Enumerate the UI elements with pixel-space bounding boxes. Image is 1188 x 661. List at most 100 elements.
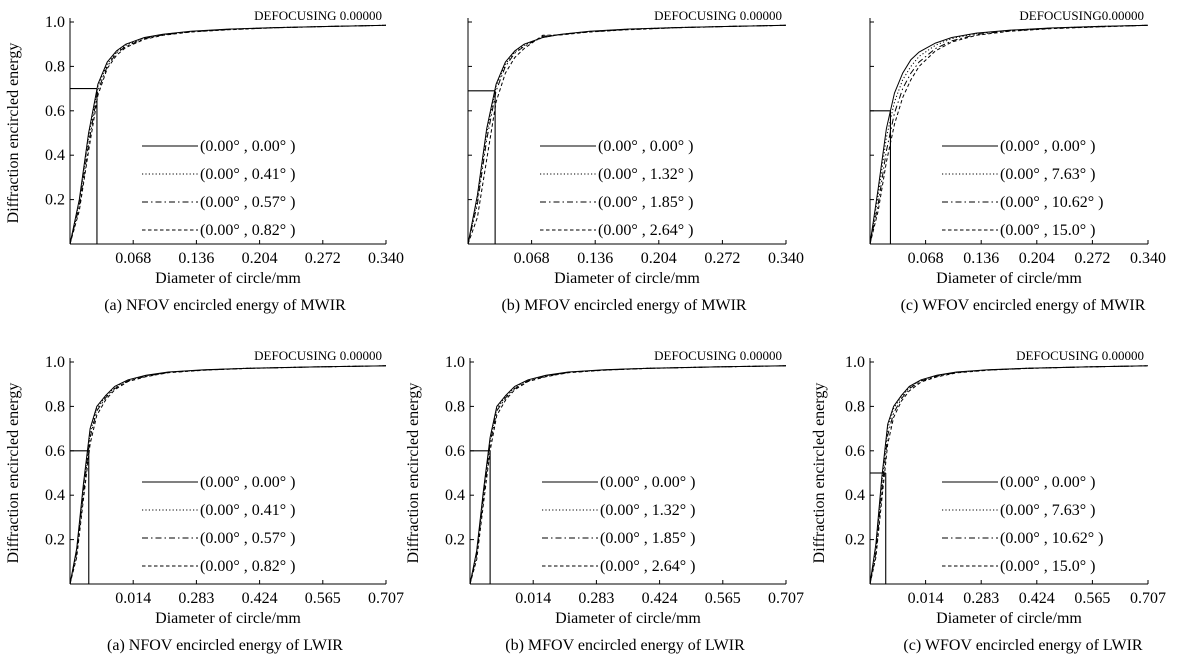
legend-label: (0.00° , 0.00° ) (598, 138, 693, 155)
x-tick-label: 0.204 (1019, 250, 1055, 267)
y-tick-label: 0.8 (45, 398, 65, 415)
legend-label: (0.00° , 15.0° ) (1000, 222, 1095, 239)
y-tick-label: 0.2 (845, 532, 865, 549)
legend-label: (0.00° , 0.41° ) (200, 502, 295, 519)
y-tick-label: 0.4 (45, 147, 65, 164)
y-tick-label: 0.2 (445, 532, 465, 549)
series-line-dotted (869, 24, 1149, 245)
y-tick-label: 0.4 (845, 487, 865, 504)
x-tick-label: 0.340 (1130, 250, 1166, 267)
y-tick-label: 0.8 (445, 398, 465, 415)
x-tick-label: 0.014 (115, 590, 151, 607)
y-tick-label: 0.4 (445, 487, 465, 504)
legend-label: (0.00° , 2.64° ) (600, 558, 695, 575)
chart-panel-lwir-mfov: 0.014 0.283 0.424 0.565 0.707 0.2 0.4 0.6 0.8 1.0… (405, 348, 804, 654)
legend-label: (0.00° , 0.00° ) (600, 474, 695, 491)
series-line-dotted (467, 24, 787, 245)
series-line-dotted (869, 365, 1149, 585)
series-line-dashdot (467, 24, 787, 245)
defocusing-label: DEFOCUSING 0.00000 (1016, 348, 1144, 363)
series-line-dashdot (869, 24, 1149, 245)
x-tick-label: 0.565 (705, 590, 741, 607)
legend-label: (0.00° , 0.00° ) (1000, 474, 1095, 491)
legend-label: (0.00° , 1.85° ) (598, 194, 693, 211)
legend-label: (0.00° , 2.64° ) (598, 222, 693, 239)
defocusing-label: DEFOCUSING 0.00000 (254, 8, 382, 23)
x-tick-label: 0.014 (515, 590, 551, 607)
legend-label: (0.00° , 10.62° ) (1000, 194, 1103, 211)
x-tick-label: 0.424 (642, 590, 678, 607)
legend-label: (0.00° , 0.00° ) (200, 474, 295, 491)
y-axis-title: Diffraction encircled energy (811, 383, 828, 564)
series-line-dashdot (69, 24, 387, 245)
y-tick-label: 0.6 (445, 443, 465, 460)
panel-caption: (a) NFOV encircled energy of LWIR (107, 637, 343, 654)
chart-panel-mwir-nfov: 0.068 0.136 0.204 0.272 0.340 0.2 0.4 0.6 0.8 1.0… (5, 8, 404, 314)
chart-panel-mwir-mfov: 0.068 0.136 0.204 0.272 0.340 DEFOCUSING 0.00… (467, 8, 804, 314)
series-line-dashed (469, 365, 787, 585)
chart-panel-lwir-nfov: 0.014 0.283 0.424 0.565 0.707 0.2 0.4 0.6 0.8 1.0… (5, 348, 404, 654)
x-tick-label: 0.068 (115, 250, 151, 267)
y-tick-label: 1.0 (45, 14, 65, 31)
chart-panel-mwir-wfov: 0.068 0.136 0.204 0.272 0.340 DEFOCUSING0.000… (869, 8, 1166, 314)
panel-caption: (a) NFOV encircled energy of MWIR (104, 297, 346, 314)
x-axis-title: Diameter of circle/mm (155, 610, 301, 627)
y-tick-label: 0.2 (45, 532, 65, 549)
legend-label: (0.00° , 0.41° ) (200, 166, 295, 183)
x-axis-title: Diameter of circle/mm (936, 610, 1082, 627)
defocusing-label: DEFOCUSING0.00000 (1019, 8, 1144, 23)
x-tick-label: 0.283 (578, 590, 614, 607)
y-tick-label: 0.4 (45, 487, 65, 504)
x-axis-title: Diameter of circle/mm (554, 270, 700, 287)
x-axis-title: Diameter of circle/mm (555, 610, 701, 627)
series-line-dashed (467, 24, 787, 245)
legend-label: (0.00° , 10.62° ) (1000, 530, 1103, 547)
y-axis-title: Diffraction encircled energy (5, 43, 22, 224)
y-tick-label: 0.8 (45, 58, 65, 75)
x-axis-title: Diameter of circle/mm (936, 270, 1082, 287)
series-line-dashed (869, 24, 1149, 245)
series-line-solid (869, 24, 1149, 245)
series-line-dotted (69, 365, 387, 585)
x-tick-label: 0.204 (242, 250, 278, 267)
legend-label: (0.00° , 0.82° ) (200, 558, 295, 575)
legend-label: (0.00° , 7.63° ) (1000, 502, 1095, 519)
legend-label: (0.00° , 0.00° ) (1000, 138, 1095, 155)
x-axis-title: Diameter of circle/mm (155, 270, 301, 287)
x-tick-label: 0.565 (305, 590, 341, 607)
x-tick-label: 0.068 (908, 250, 944, 267)
legend-label: (0.00° , 0.82° ) (200, 222, 295, 239)
y-axis-title: Diffraction encircled energy (5, 383, 22, 564)
x-tick-label: 0.707 (768, 590, 804, 607)
x-tick-label: 0.272 (1074, 250, 1110, 267)
panel-caption: (b) MFOV encircled energy of LWIR (505, 637, 745, 654)
x-tick-label: 0.707 (368, 590, 404, 607)
x-tick-label: 0.272 (305, 250, 341, 267)
y-tick-label: 0.6 (45, 443, 65, 460)
legend-label: (0.00° , 1.32° ) (598, 166, 693, 183)
panel-caption: (c) WFOV encircled energy of LWIR (903, 637, 1143, 654)
x-tick-label: 0.136 (963, 250, 999, 267)
x-tick-label: 0.340 (768, 250, 804, 267)
x-tick-label: 0.424 (242, 590, 278, 607)
y-tick-label: 1.0 (845, 354, 865, 371)
y-tick-label: 0.8 (845, 398, 865, 415)
series-line-dashed (869, 365, 1149, 585)
x-tick-label: 0.068 (514, 250, 550, 267)
legend-label: (0.00° , 0.57° ) (200, 194, 295, 211)
series-line-dashed (69, 24, 387, 245)
y-tick-label: 0.6 (45, 103, 65, 120)
legend-label: (0.00° , 0.57° ) (200, 530, 295, 547)
legend-label: (0.00° , 1.85° ) (600, 530, 695, 547)
y-tick-label: 1.0 (445, 354, 465, 371)
x-tick-label: 0.283 (963, 590, 999, 607)
defocusing-label: DEFOCUSING 0.00000 (254, 348, 382, 363)
x-tick-label: 0.707 (1130, 590, 1166, 607)
panel-caption: (c) WFOV encircled energy of MWIR (901, 297, 1146, 314)
x-tick-label: 0.283 (178, 590, 214, 607)
x-tick-label: 0.136 (178, 250, 214, 267)
x-tick-label: 0.136 (577, 250, 613, 267)
legend-label: (0.00° , 7.63° ) (1000, 166, 1095, 183)
legend-label: (0.00° , 0.00° ) (200, 138, 295, 155)
